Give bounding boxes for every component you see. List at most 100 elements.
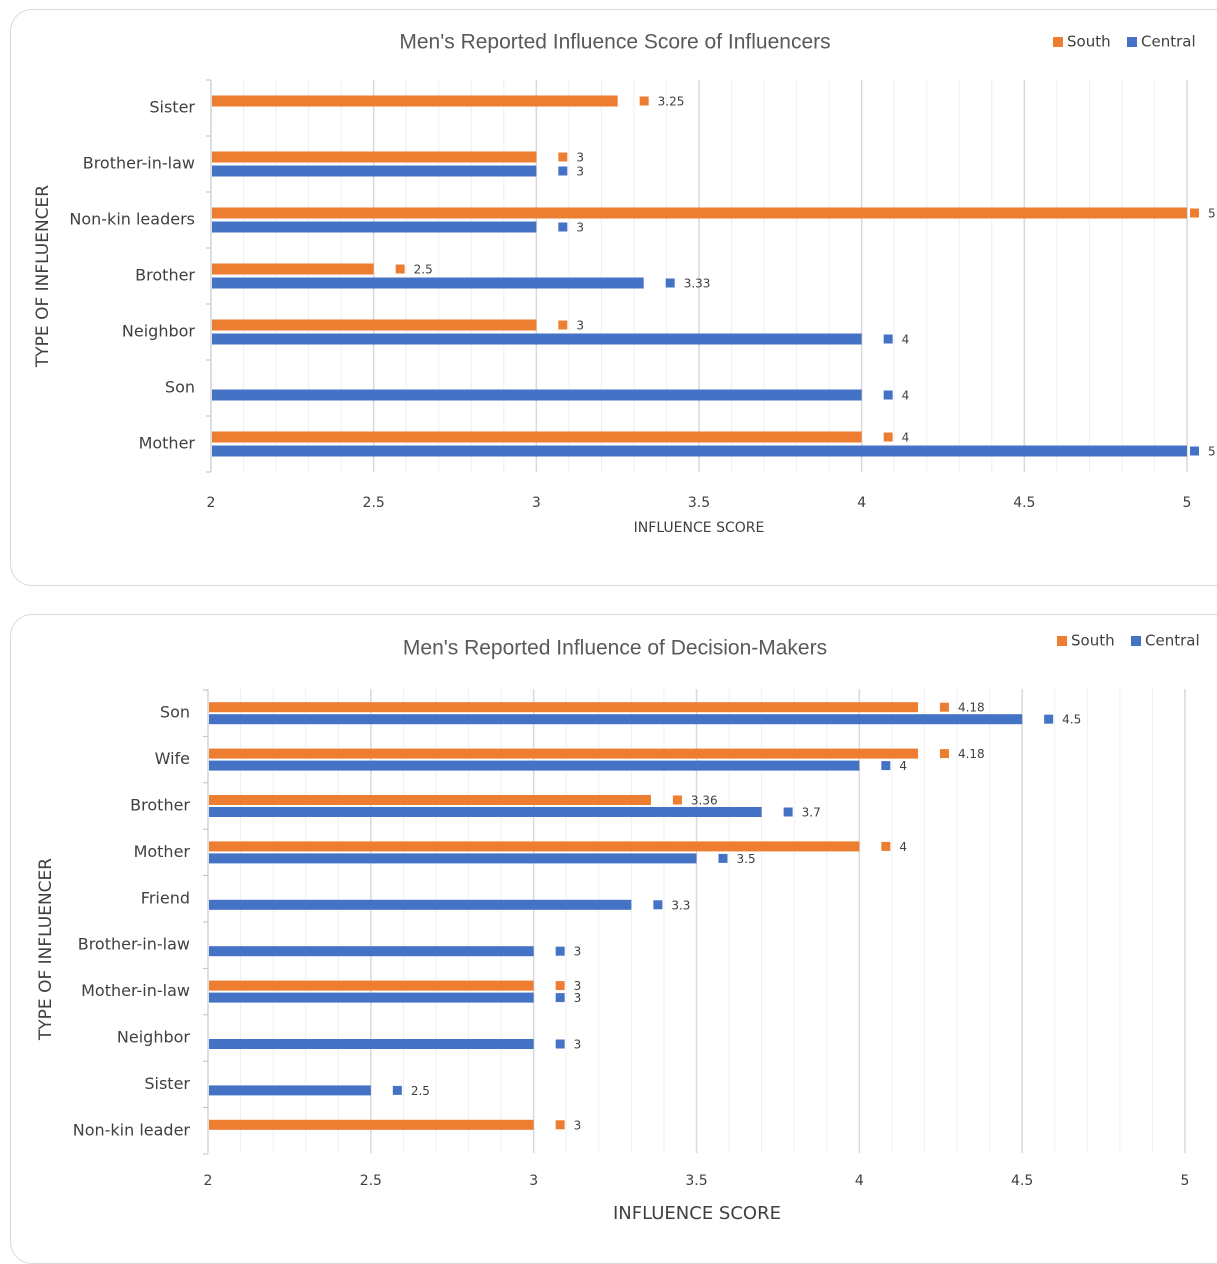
chart1-data-label-marker-south-mother: [883, 432, 893, 442]
chart1-data-label-marker-central-brother-in-law: [558, 166, 568, 176]
chart1-bar-central-brother-in-law: [212, 165, 537, 177]
chart2-data-label-central-mother: 3.5: [737, 852, 756, 866]
chart1-data-label-marker-central-son: [883, 390, 893, 400]
chart2-x-tick-label: 4: [855, 1173, 864, 1189]
chart1-category-label-mother: Mother: [139, 434, 196, 453]
chart1-data-label-south-mother: 4: [902, 431, 910, 445]
chart2-bar-central-neighbor: [209, 1039, 534, 1049]
chart2-data-label-marker-south-mother-in-law: [555, 981, 565, 991]
chart1-category-label-sister: Sister: [149, 98, 195, 117]
chart2-data-label-south-mother: 4: [899, 840, 907, 854]
chart1-x-tick-label: 2.5: [363, 495, 385, 511]
chart1-x-axis-title: INFLUENCE SCORE: [634, 520, 765, 536]
chart2-category-label-brother-in-law: Brother-in-law: [78, 935, 190, 954]
chart2-bar-south-non-kin-leader: [209, 1119, 534, 1130]
chart1-data-label-south-non-kin-leaders: 5: [1208, 207, 1216, 221]
chart2-bar-south-mother: [209, 841, 860, 852]
chart2-category-label-mother-in-law: Mother-in-law: [81, 981, 190, 1000]
chart1-x-tick-label: 5: [1183, 495, 1192, 511]
chart1-category-label-brother-in-law: Brother-in-law: [83, 154, 195, 173]
chart2-x-axis-title: INFLUENCE SCORE: [613, 1203, 781, 1224]
chart2-data-label-marker-central-mother: [718, 853, 728, 863]
chart1-bar-south-mother: [212, 431, 862, 443]
chart2-data-label-central-mother-in-law: 3: [574, 991, 582, 1005]
chart2-bar-central-sister: [209, 1085, 371, 1096]
chart2-bar-central-wife: [209, 760, 860, 771]
chart1-x-tick-label: 4: [857, 495, 866, 511]
chart1-y-axis-title: TYPE OF INFLUENCER: [33, 185, 53, 368]
chart2-bar-central-son: [209, 714, 1023, 725]
chart1-data-label-central-mother: 5: [1208, 445, 1216, 459]
chart2-category-label-friend: Friend: [141, 888, 190, 907]
chart2-legend-swatch-central: [1131, 636, 1141, 646]
chart2-category-label-non-kin-leader: Non-kin leader: [73, 1120, 191, 1139]
chart2-data-label-marker-central-friend: [653, 900, 663, 910]
chart2-data-label-marker-central-brother: [783, 807, 793, 817]
chart2-bar-south-mother-in-law: [209, 980, 534, 991]
chart1-data-label-marker-central-neighbor: [883, 334, 893, 344]
chart1-data-label-marker-south-non-kin-leaders: [1190, 208, 1199, 218]
chart2-legend-swatch-south: [1057, 636, 1067, 646]
chart2-data-label-marker-south-son: [939, 702, 949, 712]
chart2-data-label-marker-south-non-kin-leader: [555, 1120, 565, 1130]
chart2-bar-south-brother: [209, 795, 651, 805]
chart2-data-label-south-mother-in-law: 3: [574, 979, 582, 993]
chart1-category-label-brother: Brother: [135, 266, 195, 285]
chart2-data-label-marker-central-mother-in-law: [555, 993, 565, 1003]
chart2-data-label-south-wife: 4.18: [958, 747, 985, 761]
chart2-data-label-central-brother-in-law: 3: [574, 945, 582, 959]
chart2-data-label-central-sister: 2.5: [411, 1084, 430, 1098]
chart2-x-tick-label: 2.5: [360, 1173, 382, 1189]
chart1-data-label-marker-central-non-kin-leaders: [558, 222, 568, 232]
chart2-legend-label-south: South: [1071, 632, 1115, 650]
chart2-data-label-south-non-kin-leader: 3: [574, 1118, 582, 1132]
chart1-bar-central-brother: [212, 277, 644, 289]
chart2-category-label-brother: Brother: [130, 796, 190, 815]
chart2-data-label-central-brother: 3.7: [802, 806, 821, 820]
chart2-legend-label-central: Central: [1145, 632, 1200, 650]
chart2-data-label-central-friend: 3.3: [671, 898, 690, 912]
chart1-x-tick-label: 4.5: [1013, 495, 1035, 511]
chart1-data-label-central-non-kin-leaders: 3: [576, 221, 584, 235]
chart1-data-label-marker-south-brother: [395, 264, 405, 274]
chart2-data-label-south-son: 4.18: [958, 701, 985, 715]
chart2-bar-south-son: [209, 702, 918, 713]
chart1-category-label-neighbor: Neighbor: [122, 322, 196, 341]
chart1-title: Men's Reported Influence Score of Influe…: [399, 31, 830, 54]
chart1-bar-south-neighbor: [212, 319, 537, 331]
chart2-y-axis-title: TYPE OF INFLUENCER: [36, 858, 56, 1041]
chart2-data-label-central-son: 4.5: [1062, 713, 1081, 727]
chart2-data-label-marker-central-sister: [392, 1085, 402, 1095]
chart1-x-tick-label: 3: [532, 495, 541, 511]
chart2-bar-central-mother-in-law: [209, 992, 534, 1003]
chart2-x-tick-label: 4.5: [1011, 1173, 1033, 1189]
chart2-category-label-sister: Sister: [144, 1074, 190, 1093]
chart2-title: Men's Reported Influence of Decision-Mak…: [403, 637, 827, 660]
chart2-category-label-mother: Mother: [134, 842, 191, 861]
chart1-data-label-central-son: 4: [902, 389, 910, 403]
chart2-data-label-central-neighbor: 3: [574, 1038, 582, 1052]
chart1-bar-south-non-kin-leaders: [212, 207, 1187, 219]
chart2-x-tick-label: 5: [1181, 1173, 1190, 1189]
chart2-data-label-marker-central-brother-in-law: [555, 946, 565, 956]
chart1-data-label-south-brother-in-law: 3: [576, 151, 584, 165]
chart2-x-tick-label: 3.5: [685, 1173, 707, 1189]
chart2-x-tick-label: 3: [529, 1173, 538, 1189]
chart1-legend-swatch-south: [1053, 37, 1063, 47]
chart1-x-tick-label: 2: [207, 495, 216, 511]
chart1-x-tick-label: 3.5: [688, 495, 710, 511]
chart1-data-label-marker-central-mother: [1190, 446, 1199, 456]
chart1-data-label-central-neighbor: 4: [902, 333, 910, 347]
chart2-data-label-central-wife: 4: [899, 759, 907, 773]
chart1-category-label-non-kin-leaders: Non-kin leaders: [69, 210, 195, 229]
chart1-bar-south-brother: [212, 263, 374, 275]
chart1-data-label-marker-south-brother-in-law: [558, 152, 568, 162]
chart1-bar-central-mother: [212, 445, 1187, 457]
chart2-data-label-marker-south-wife: [939, 749, 949, 759]
chart2-data-label-marker-south-brother: [672, 795, 682, 805]
chart1-bar-south-sister: [212, 95, 618, 107]
chart2-data-label-marker-central-son: [1044, 714, 1054, 724]
chart1-data-label-central-brother-in-law: 3: [576, 165, 584, 179]
chart2-category-label-neighbor: Neighbor: [117, 1028, 191, 1047]
